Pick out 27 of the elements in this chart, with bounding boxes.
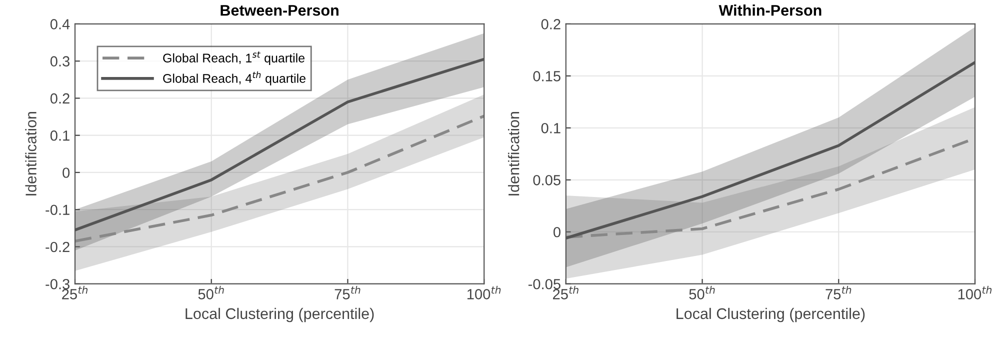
x-tick-label: 75$^{th}$ <box>334 286 360 300</box>
y-tick-label: 0.15 <box>533 71 560 82</box>
y-tick-label: 0.1 <box>50 130 70 141</box>
chart-title: Within-Person <box>718 4 822 16</box>
y-tick-label: 0.3 <box>50 56 70 66</box>
y-tick-label: 0.05 <box>533 174 560 186</box>
x-axis-title: Local Clustering (percentile) <box>186 308 374 322</box>
legend-label: Global Reach, 1$^{st}$ quartile <box>163 51 304 65</box>
y-tick-label: 0.2 <box>541 19 560 30</box>
y-tick-label: 0 <box>554 226 560 238</box>
line-series <box>75 114 484 243</box>
chart-title: Between-Person <box>220 5 338 16</box>
y-tick-label: -0.2 <box>46 242 70 252</box>
x-tick-label: 50$^{th}$ <box>198 286 224 300</box>
legend-label: Global Reach, 4$^{th}$ quartile <box>163 71 306 86</box>
x-tick-label: 100$^{th}$ <box>958 286 992 300</box>
y-tick-label: 0.4 <box>50 19 70 30</box>
y-tick-label: 0.2 <box>50 93 70 104</box>
x-axis-title: Local Clustering (percentile) <box>676 308 865 322</box>
y-axis-title: Identification <box>508 112 520 196</box>
y-tick-label: 0 <box>62 168 70 178</box>
x-tick-label: 75$^{th}$ <box>826 286 852 300</box>
y-tick-label: -0.1 <box>46 204 70 216</box>
x-tick-label: 50$^{th}$ <box>689 286 715 300</box>
y-axis-title: Identification <box>25 112 36 196</box>
x-tick-label: 100$^{th}$ <box>467 286 501 300</box>
y-tick-label: 0.1 <box>541 123 560 134</box>
